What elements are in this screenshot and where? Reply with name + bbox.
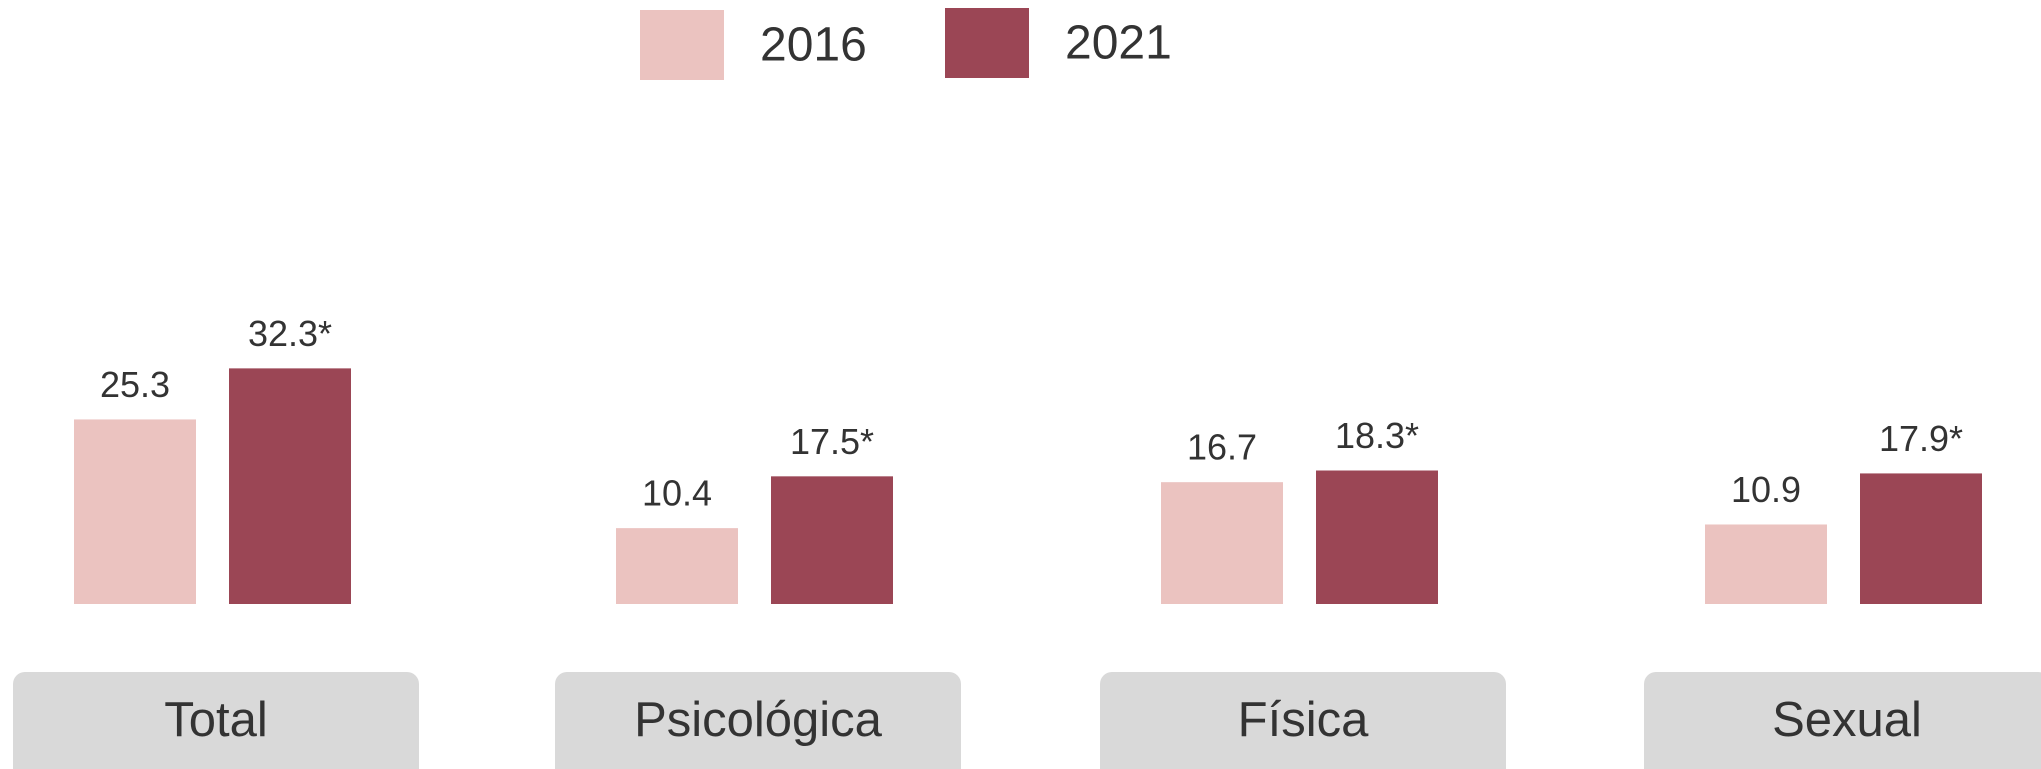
bar [1316, 470, 1438, 604]
category-label: Psicológica [634, 693, 883, 747]
bar [1161, 482, 1283, 604]
category-label: Sexual [1772, 693, 1922, 747]
category-box [1100, 672, 1506, 769]
category-box [13, 672, 419, 769]
value-label: 32.3* [248, 313, 332, 354]
bar [74, 419, 196, 604]
category-label: Física [1238, 693, 1369, 747]
value-label: 10.9 [1731, 469, 1801, 510]
legend-swatch [945, 8, 1029, 78]
value-label: 18.3* [1335, 415, 1419, 456]
bar [1860, 473, 1982, 604]
legend-label: 2016 [760, 19, 867, 72]
value-label: 10.4 [642, 473, 712, 514]
value-label: 16.7 [1187, 427, 1257, 468]
value-label: 25.3 [100, 364, 170, 405]
legend-swatch [640, 10, 724, 80]
legend-label: 2021 [1065, 17, 1172, 70]
value-label: 17.9* [1879, 418, 1963, 459]
category-label: Total [164, 693, 268, 747]
bar [616, 528, 738, 604]
value-label: 17.5* [790, 421, 874, 462]
bar [1705, 524, 1827, 604]
bar [229, 368, 351, 604]
category-box [555, 672, 961, 769]
bar [771, 476, 893, 604]
category-box [1644, 672, 2041, 769]
